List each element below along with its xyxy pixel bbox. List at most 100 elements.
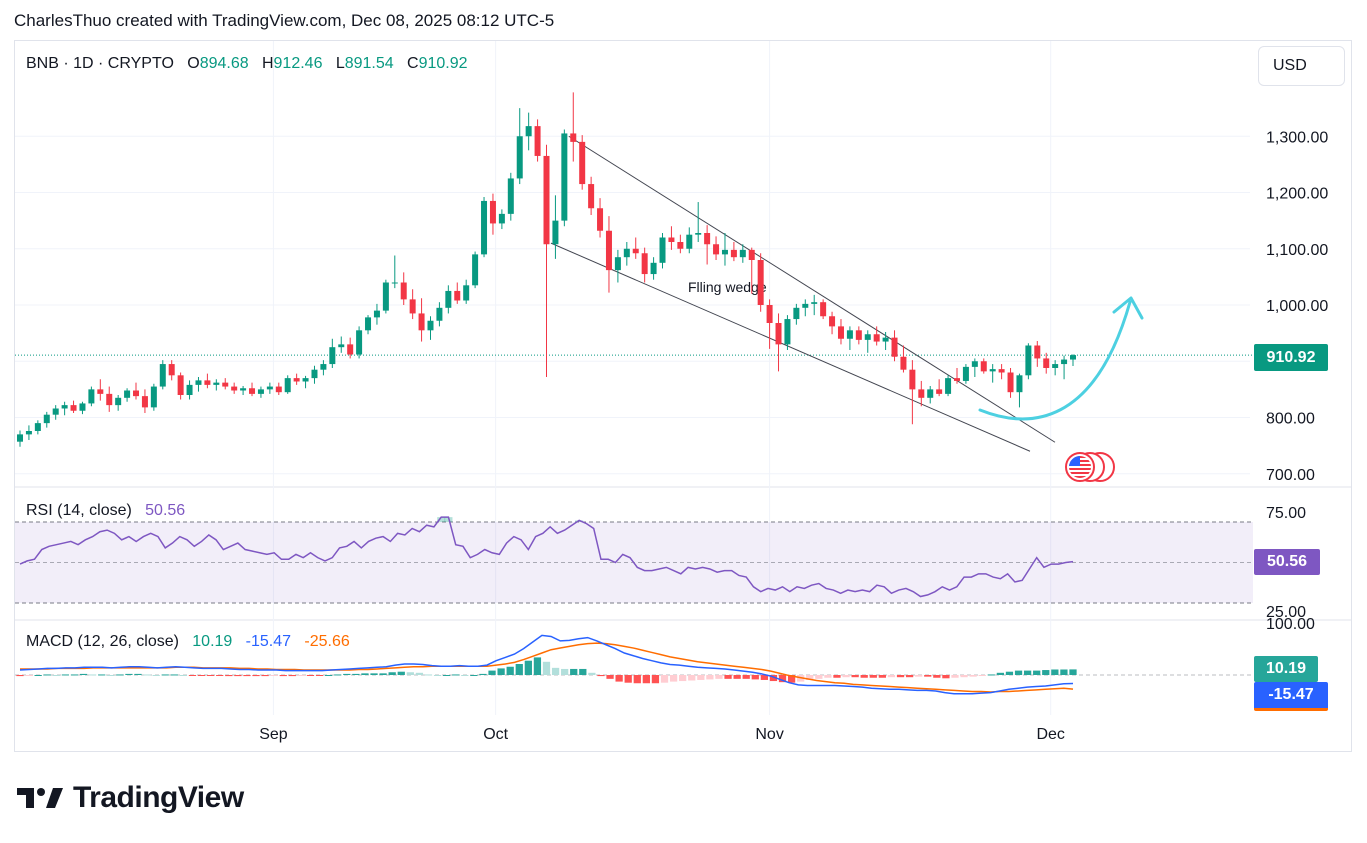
candle-body <box>365 317 372 331</box>
candle-body <box>1061 359 1068 365</box>
candle-body <box>186 384 193 395</box>
rsi-overbought-fill <box>437 517 446 522</box>
candle-body <box>757 260 764 305</box>
macd-histogram-bar <box>570 668 578 675</box>
macd-histogram-bar <box>896 675 905 678</box>
candle-body <box>1052 364 1059 368</box>
candle-body <box>900 356 907 370</box>
macd-histogram-bar <box>597 675 605 677</box>
macd-histogram-bar <box>1014 670 1023 675</box>
macd-histogram-bar <box>506 666 514 675</box>
macd-hist-tag: 10.19 <box>1254 656 1318 682</box>
macd-histogram-bar <box>343 673 351 675</box>
macd-histogram-bar <box>561 668 569 675</box>
macd-title: MACD (12, 26, close) <box>26 633 179 650</box>
price-axis-tick: 1,200.00 <box>1266 186 1328 203</box>
macd-histogram-bar <box>170 674 178 676</box>
macd-histogram-bar <box>70 674 79 676</box>
candle-body <box>588 184 595 209</box>
candle-body <box>240 388 247 391</box>
macd-histogram-bar <box>415 672 424 675</box>
candle-body <box>150 386 157 408</box>
macd-histogram-bar <box>52 675 60 676</box>
candle-body <box>284 378 291 393</box>
candle-body <box>623 248 630 258</box>
macd-histogram-bar <box>915 675 923 677</box>
candle-body <box>668 237 675 242</box>
candle-body <box>855 330 862 340</box>
macd-histogram-bar <box>225 675 233 677</box>
open-value: 894.68 <box>199 55 249 72</box>
open-label: O <box>187 55 200 72</box>
macd-histogram-bar <box>1023 670 1032 675</box>
macd-histogram-bar <box>243 675 251 677</box>
candle-body <box>204 380 211 385</box>
candle-body <box>1016 375 1023 393</box>
candle-body <box>293 378 300 382</box>
candle-body <box>748 249 755 260</box>
macd-histogram-bar <box>733 675 741 679</box>
candle-body <box>275 386 282 393</box>
candle-body <box>373 310 380 318</box>
flag-canton <box>1069 456 1080 466</box>
candle-body <box>641 253 648 275</box>
macd-histogram-bar <box>197 675 206 676</box>
macd-histogram-bar <box>252 675 260 677</box>
macd-histogram-bar <box>152 675 160 676</box>
macd-legend[interactable]: MACD (12, 26, close) 10.19 -15.47 -25.66 <box>26 633 350 651</box>
macd-histogram-bar <box>1060 669 1068 675</box>
candle-body <box>820 302 827 317</box>
macd-histogram-bar <box>116 674 124 676</box>
candle-body <box>489 200 496 224</box>
candle-body <box>570 133 577 142</box>
macd-histogram-bar <box>869 675 877 678</box>
macd-histogram-bar <box>715 675 723 679</box>
price-axis-tick: 800.00 <box>1266 411 1315 428</box>
candle-body <box>88 389 95 404</box>
candle-body <box>891 337 898 357</box>
candle-body <box>338 344 345 348</box>
flag-stripe <box>1069 476 1091 478</box>
macd-histogram-bar <box>297 675 306 676</box>
tradingview-logo[interactable]: TradingView <box>17 781 244 815</box>
macd-histogram-bar <box>751 675 759 680</box>
rsi-legend[interactable]: RSI (14, close) 50.56 <box>26 502 185 520</box>
macd-histogram-bar <box>34 675 42 676</box>
candle-body <box>516 136 523 179</box>
currency-button[interactable]: USD <box>1258 46 1345 86</box>
candle-body <box>704 233 711 245</box>
macd-line-value: -15.47 <box>245 633 292 650</box>
macd-histogram-bar <box>524 660 532 675</box>
candle-body <box>25 431 32 435</box>
macd-histogram-bar <box>497 668 505 675</box>
rsi-price-tag: 50.56 <box>1254 549 1320 575</box>
macd-histogram-bar <box>179 675 188 676</box>
candle-body <box>909 369 916 390</box>
candle-body <box>811 302 818 304</box>
candle-body <box>70 405 77 411</box>
macd-histogram-bar <box>270 675 278 676</box>
candle-body <box>962 366 969 381</box>
candle-body <box>115 397 122 406</box>
projection-arrow <box>978 300 1132 421</box>
macd-histogram-bar <box>361 673 369 675</box>
candle-body <box>356 330 363 355</box>
macd-histogram-bar <box>533 657 542 675</box>
time-axis-tick: Sep <box>259 726 288 743</box>
macd-histogram-bar <box>443 675 451 676</box>
macd-histogram-bar <box>806 675 814 680</box>
candle-body <box>614 257 621 271</box>
candle-body <box>721 249 728 255</box>
candle-body <box>713 244 720 255</box>
candle-body <box>61 405 68 409</box>
macd-histogram-bar <box>851 675 859 678</box>
candle-body <box>302 378 309 382</box>
macd-histogram-bar <box>551 667 560 675</box>
candle-body <box>989 369 996 372</box>
candle-body <box>766 305 773 323</box>
symbol-legend[interactable]: BNB · 1D · CRYPTO O894.68 H912.46 L891.5… <box>26 55 468 73</box>
candle-body <box>124 390 131 398</box>
macd-histogram-bar <box>669 675 678 682</box>
candle-body <box>454 290 461 301</box>
